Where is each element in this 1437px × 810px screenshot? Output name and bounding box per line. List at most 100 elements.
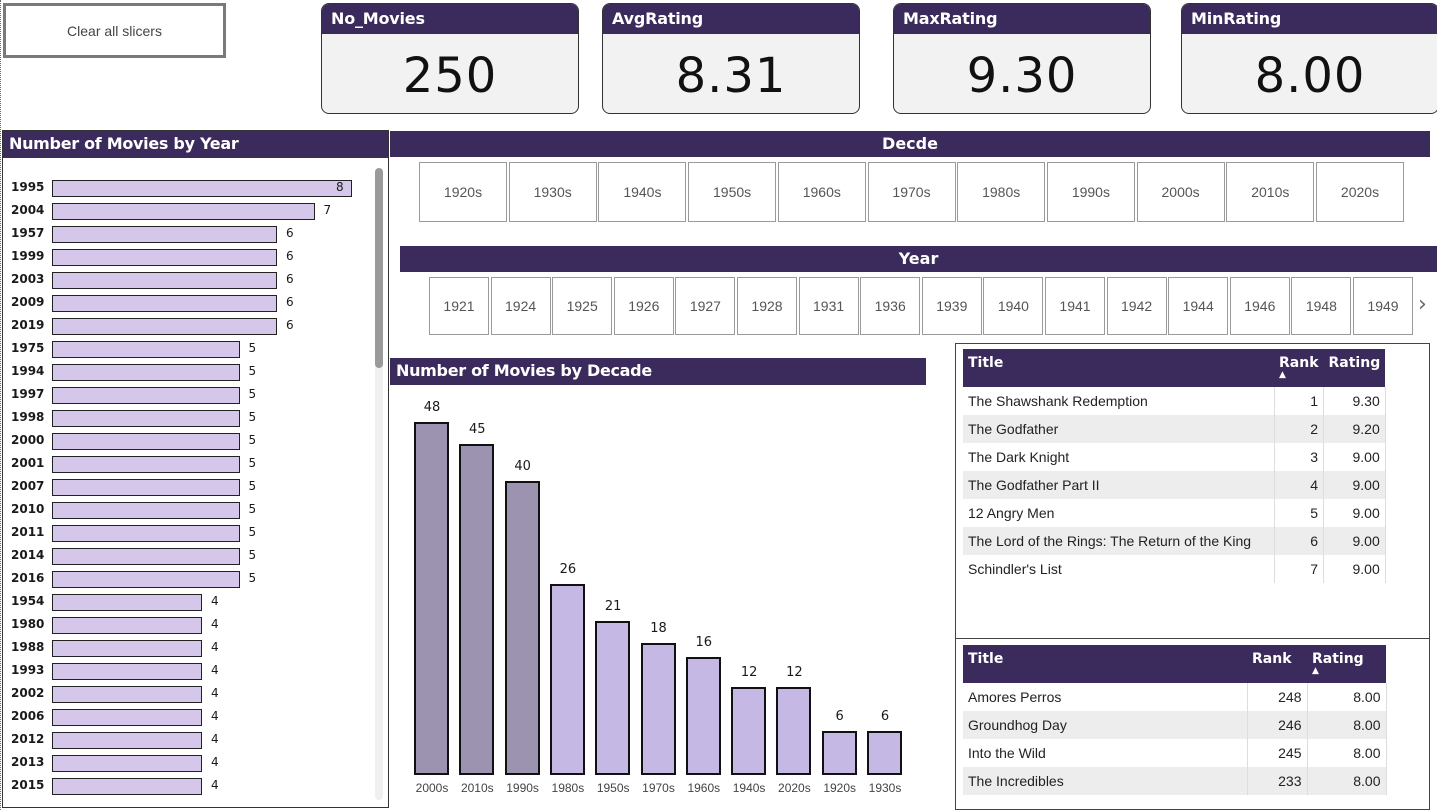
column-header-rank[interactable]: Rank xyxy=(1247,645,1307,683)
decade-slicer-item[interactable]: 1980s xyxy=(957,162,1046,222)
decade-bar[interactable] xyxy=(595,620,631,775)
decade-bar[interactable] xyxy=(776,686,812,775)
decade-slicer-item[interactable]: 1940s xyxy=(598,162,687,222)
year-bar-row[interactable]: 1957 6 xyxy=(3,223,373,245)
decade-slicer-item[interactable]: 1950s xyxy=(688,162,777,222)
decade-bar[interactable] xyxy=(459,444,495,775)
table-row[interactable]: The Shawshank Redemption 1 9.30 xyxy=(963,387,1386,415)
table-row[interactable]: 12 Angry Men 5 9.00 xyxy=(963,499,1386,527)
year-slicer-item[interactable]: 1927 xyxy=(675,277,736,335)
year-bar-row[interactable]: 2002 4 xyxy=(3,683,373,705)
year-bar[interactable] xyxy=(52,663,202,680)
year-bar[interactable] xyxy=(52,203,315,220)
decade-bar[interactable] xyxy=(685,657,721,775)
decade-bar[interactable] xyxy=(414,422,449,775)
year-bar-row[interactable]: 2019 6 xyxy=(3,315,373,337)
year-bar-row[interactable]: 1954 4 xyxy=(3,591,373,613)
decade-slicer-item[interactable]: 1970s xyxy=(867,162,956,222)
column-header-rating[interactable]: Rating xyxy=(1323,349,1386,387)
year-bar[interactable] xyxy=(52,502,240,519)
year-bar-row[interactable]: 1993 4 xyxy=(3,660,373,682)
table-row[interactable]: The Dark Knight 3 9.00 xyxy=(963,443,1386,471)
vertical-scrollbar[interactable] xyxy=(375,168,383,800)
column-header-title[interactable]: Title xyxy=(963,349,1274,387)
column-header-rating[interactable]: Rating ▲ xyxy=(1307,645,1386,683)
year-bar-row[interactable]: 2003 6 xyxy=(3,269,373,291)
year-bar[interactable] xyxy=(52,594,202,611)
year-bar[interactable] xyxy=(52,272,277,289)
decade-bar[interactable] xyxy=(504,480,540,775)
year-bar[interactable] xyxy=(52,410,240,427)
year-slicer-item[interactable]: 1941 xyxy=(1045,277,1105,335)
decade-slicer-item[interactable]: 2000s xyxy=(1136,162,1225,222)
year-bar-row[interactable]: 1988 4 xyxy=(3,637,373,659)
year-bar[interactable] xyxy=(52,571,240,588)
year-bar[interactable] xyxy=(52,755,202,772)
year-slicer-item[interactable]: 1942 xyxy=(1106,277,1167,335)
table-row[interactable]: Groundhog Day 246 8.00 xyxy=(963,711,1387,739)
year-bar-row[interactable]: 2000 5 xyxy=(3,430,373,452)
year-bar[interactable] xyxy=(52,456,240,473)
year-bar-row[interactable]: 2001 5 xyxy=(3,453,373,475)
year-bar[interactable] xyxy=(52,640,202,657)
year-bar-row[interactable]: 2012 4 xyxy=(3,729,373,751)
year-slicer-item[interactable]: 1944 xyxy=(1168,277,1229,335)
year-slicer-item[interactable]: 1921 xyxy=(429,277,489,335)
year-bar[interactable] xyxy=(52,249,277,266)
year-slicer-item[interactable]: 1925 xyxy=(552,277,613,335)
year-slicer-item[interactable]: 1946 xyxy=(1229,277,1290,335)
year-bar-row[interactable]: 1999 6 xyxy=(3,246,373,268)
table-row[interactable]: Into the Wild 245 8.00 xyxy=(963,739,1387,767)
year-bar[interactable] xyxy=(52,778,202,795)
decade-slicer-item[interactable]: 2010s xyxy=(1226,162,1315,222)
year-bar-row[interactable]: 2014 5 xyxy=(3,545,373,567)
year-bar-row[interactable]: 1995 8 xyxy=(3,177,373,199)
year-bar[interactable] xyxy=(52,387,240,404)
decade-slicer-item[interactable]: 1920s xyxy=(419,162,507,222)
decade-bar[interactable] xyxy=(640,642,676,775)
year-slicer-item[interactable]: 1931 xyxy=(798,277,859,335)
chevron-right-icon[interactable]: › xyxy=(1418,292,1427,317)
year-bar-row[interactable]: 1980 4 xyxy=(3,614,373,636)
year-bar-row[interactable]: 2010 5 xyxy=(3,499,373,521)
decade-slicer-item[interactable]: 1960s xyxy=(777,162,866,222)
year-bar[interactable] xyxy=(52,341,240,358)
year-bar-row[interactable]: 2016 5 xyxy=(3,568,373,590)
clear-all-slicers-button[interactable]: Clear all slicers xyxy=(3,3,226,58)
year-bar-row[interactable]: 2004 7 xyxy=(3,200,373,222)
column-header-title[interactable]: Title xyxy=(963,645,1247,683)
year-bar[interactable] xyxy=(52,525,240,542)
year-bar[interactable] xyxy=(52,318,277,335)
decade-slicer-item[interactable]: 1990s xyxy=(1046,162,1135,222)
year-bar-row[interactable]: 1998 5 xyxy=(3,407,373,429)
decade-bar[interactable] xyxy=(867,730,902,775)
year-bar-row[interactable]: 2011 5 xyxy=(3,522,373,544)
decade-bar[interactable] xyxy=(731,686,767,775)
decade-slicer-item[interactable]: 2020s xyxy=(1316,162,1404,222)
year-bar-row[interactable]: 2006 4 xyxy=(3,706,373,728)
year-bar[interactable] xyxy=(52,617,202,634)
year-slicer-item[interactable]: 1936 xyxy=(860,277,921,335)
year-bar-row[interactable]: 2009 6 xyxy=(3,292,373,314)
year-bar[interactable] xyxy=(52,180,352,197)
year-bar[interactable] xyxy=(52,364,240,381)
year-bar-row[interactable]: 1975 5 xyxy=(3,338,373,360)
year-slicer-item[interactable]: 1949 xyxy=(1353,277,1413,335)
year-bar[interactable] xyxy=(52,686,202,703)
year-slicer-item[interactable]: 1926 xyxy=(613,277,674,335)
year-bar[interactable] xyxy=(52,433,240,450)
year-bar-row[interactable]: 1997 5 xyxy=(3,384,373,406)
table-row[interactable]: The Lord of the Rings: The Return of the… xyxy=(963,527,1386,555)
decade-bar[interactable] xyxy=(549,583,585,775)
decade-slicer-item[interactable]: 1930s xyxy=(508,162,597,222)
decade-bar[interactable] xyxy=(821,730,857,775)
scrollbar-thumb[interactable] xyxy=(375,168,383,368)
year-bar[interactable] xyxy=(52,226,277,243)
year-bar-row[interactable]: 1994 5 xyxy=(3,361,373,383)
year-slicer-item[interactable]: 1939 xyxy=(921,277,982,335)
year-bar-row[interactable]: 2007 5 xyxy=(3,476,373,498)
table-row[interactable]: The Godfather 2 9.20 xyxy=(963,415,1386,443)
year-bar-row[interactable]: 2013 4 xyxy=(3,752,373,774)
year-slicer-item[interactable]: 1928 xyxy=(737,277,797,335)
year-bar[interactable] xyxy=(52,732,202,749)
